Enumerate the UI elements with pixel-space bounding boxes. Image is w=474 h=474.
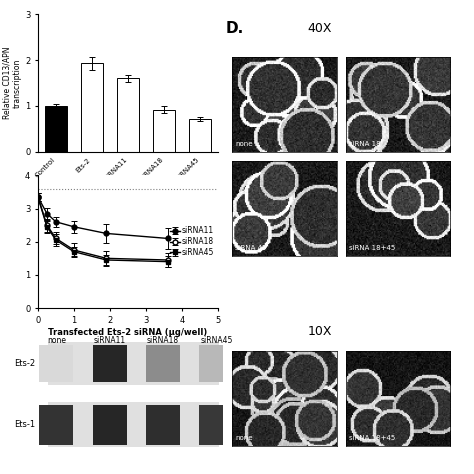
Text: siRNA18: siRNA18 [147, 336, 179, 345]
Bar [48, 402, 219, 447]
Bar [153, 109, 175, 152]
Y-axis label: Relative CD13/APN
transcription: Relative CD13/APN transcription [3, 47, 22, 119]
Text: Ets-2: Ets-2 [14, 359, 35, 368]
Text: 10X: 10X [308, 325, 332, 338]
Text: siRNA 18: siRNA 18 [349, 141, 381, 147]
Text: none: none [236, 141, 253, 147]
Bar [117, 78, 139, 152]
Text: siRNA11: siRNA11 [94, 336, 126, 345]
Text: Ets-1: Ets-1 [14, 420, 35, 429]
Bar [92, 405, 127, 445]
Bar [92, 345, 127, 382]
Bar [199, 345, 233, 382]
Bar [189, 118, 211, 152]
Text: siRNA45: siRNA45 [200, 336, 233, 345]
Text: 40X: 40X [308, 22, 332, 35]
Bar [48, 342, 219, 385]
Text: siRNA 18+45: siRNA 18+45 [349, 435, 395, 441]
Bar [146, 405, 180, 445]
Legend: siRNA11, siRNA18, siRNA45: siRNA11, siRNA18, siRNA45 [170, 226, 214, 257]
Text: siRNA 45: siRNA 45 [236, 245, 267, 251]
Text: D.: D. [226, 21, 244, 36]
Bar [45, 106, 67, 152]
X-axis label: Transfected Ets-2 siRNA (μg/well): Transfected Ets-2 siRNA (μg/well) [48, 328, 208, 337]
Bar [146, 345, 180, 382]
Text: none: none [236, 435, 253, 441]
Bar [81, 63, 103, 152]
Bar [39, 405, 73, 445]
Bar [39, 345, 73, 382]
Text: siRNA 18+45: siRNA 18+45 [349, 245, 395, 251]
Text: none: none [47, 336, 66, 345]
Bar [199, 405, 233, 445]
